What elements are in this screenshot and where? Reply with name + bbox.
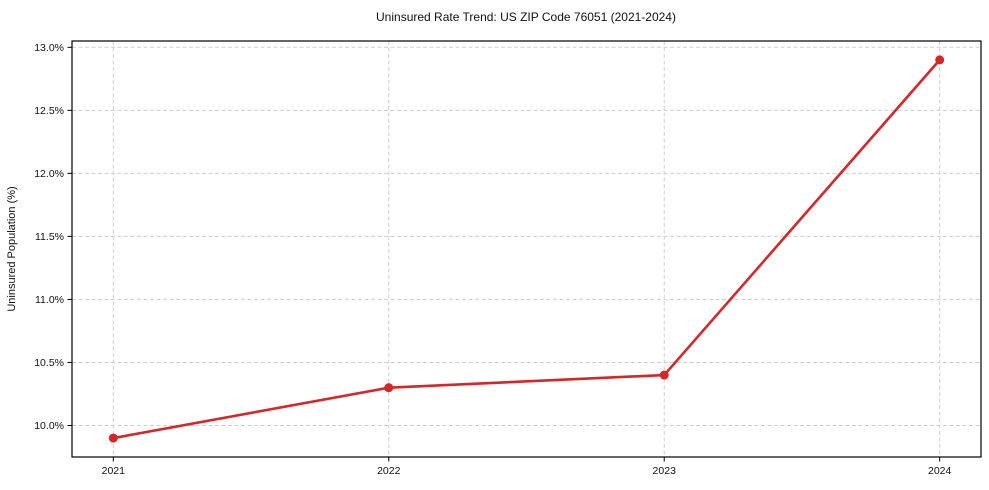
data-point-marker <box>659 370 669 380</box>
data-point-marker <box>108 433 118 443</box>
plot-border <box>71 40 982 458</box>
y-tick-label: 13.0% <box>34 42 64 54</box>
trend-line <box>112 58 941 440</box>
x-tick-label: 2022 <box>377 465 401 477</box>
data-point-marker <box>384 383 394 393</box>
gridlines-layer <box>72 41 981 457</box>
data-point-marker <box>935 55 945 65</box>
series-layer <box>108 55 945 443</box>
chart-title: Uninsured Rate Trend: US ZIP Code 76051 … <box>376 10 676 24</box>
y-tick-label: 11.5% <box>35 231 64 243</box>
y-axis-label: Uninsured Population (%) <box>6 186 18 311</box>
x-tick-label: 2021 <box>102 465 126 477</box>
ticks-layer: 2021 2022 2023 2024 10.0% 10.5% 11.0% 11.5% 12.0… <box>34 42 951 477</box>
spines-layer <box>71 40 982 458</box>
x-tick-label: 2024 <box>928 465 952 477</box>
y-tick-label: 11.0% <box>35 294 64 306</box>
y-tick-label: 10.5% <box>34 357 64 369</box>
y-tick-label: 10.0% <box>34 420 64 432</box>
x-tick-label: 2023 <box>653 465 677 477</box>
y-tick-label: 12.5% <box>34 105 64 117</box>
y-tick-label: 12.0% <box>34 168 64 180</box>
